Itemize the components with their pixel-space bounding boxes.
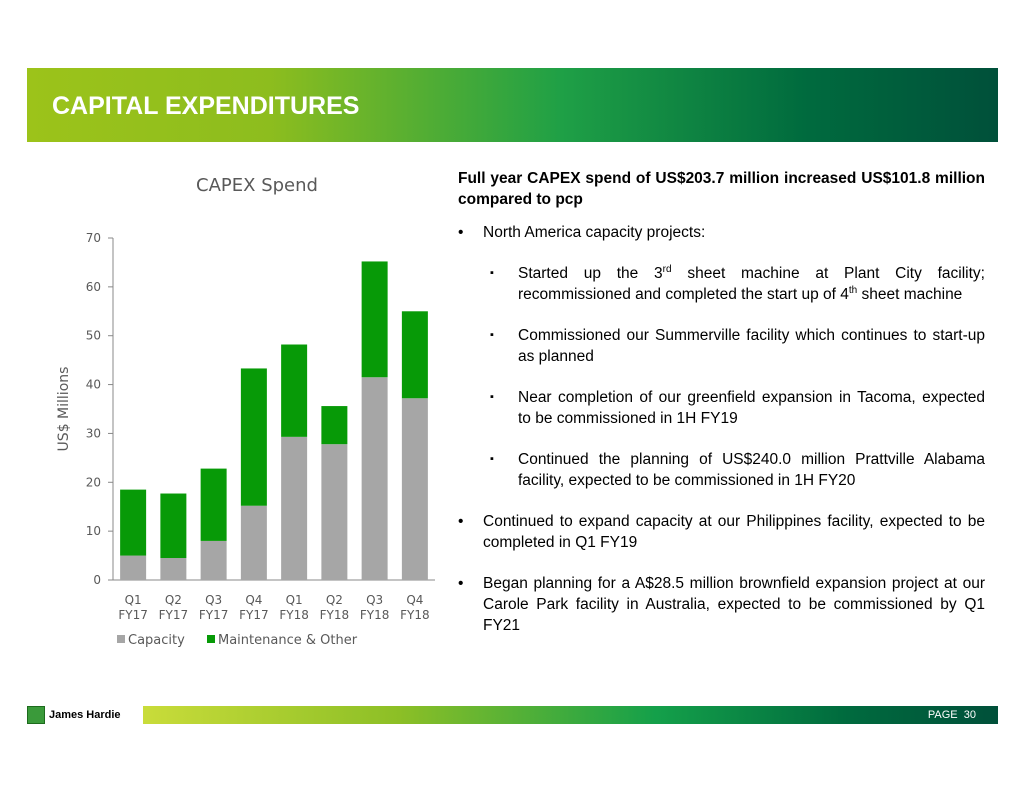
legend-swatch xyxy=(117,635,125,643)
x-tick-label: Q4 FY17 xyxy=(239,593,269,622)
bar-segment xyxy=(401,311,428,399)
legend-label: Capacity xyxy=(128,633,185,648)
bullet: Began planning for a A$28.5 million brow… xyxy=(458,573,985,636)
bullet: North America capacity projects: Started… xyxy=(458,222,985,491)
text: Near completion of our greenfield expans… xyxy=(518,389,985,427)
text: Commissioned our Summerville facility wh… xyxy=(518,327,985,365)
superscript: th xyxy=(848,284,858,296)
bar-segment xyxy=(120,555,147,580)
y-axis-label: US$ Millions xyxy=(56,367,72,452)
x-tick-label: Q2 FY18 xyxy=(319,593,350,622)
bar-segment xyxy=(361,261,388,378)
bar-segment xyxy=(361,377,388,580)
x-tick-label: Q2 FY17 xyxy=(158,593,189,622)
x-tick-label: Q3 FY17 xyxy=(198,593,229,622)
chart-title: CAPEX Spend xyxy=(196,175,318,196)
page-label: PAGE xyxy=(927,709,958,721)
y-tick-label: 50 xyxy=(86,329,101,343)
bar-segment xyxy=(240,505,267,580)
bar-segment xyxy=(160,493,187,559)
y-tick-label: 0 xyxy=(93,573,101,587)
sub-bullet: Near completion of our greenfield expans… xyxy=(458,387,985,429)
slide-title: CAPITAL EXPENDITURES xyxy=(52,92,360,120)
x-tick-label: Q3 FY18 xyxy=(359,593,390,622)
footer-bar xyxy=(143,706,998,724)
bar-segment xyxy=(160,558,187,580)
x-tick-label: Q1 FY18 xyxy=(279,593,309,622)
text: Continued the planning of US$240.0 milli… xyxy=(518,451,985,489)
text: sheet machine xyxy=(857,286,963,303)
sub-bullet: Started up the 3rd sheet machine at Plan… xyxy=(458,263,985,305)
y-tick-label: 30 xyxy=(86,426,101,440)
page-number-text: 30 xyxy=(963,709,976,721)
chart: CAPEX Spend US$ Millions 0 10 20 30 40 50 60 70… xyxy=(56,175,435,648)
text: sheet machine at Plant City facility; re… xyxy=(518,265,985,303)
legend-label: Maintenance & Other xyxy=(218,633,358,648)
x-tick-label: Q1 FY17 xyxy=(118,593,148,622)
y-tick-label: 10 xyxy=(86,524,101,538)
bar-segment xyxy=(321,406,348,445)
text-body: Full year CAPEX spend of US$203.7 millio… xyxy=(458,168,985,656)
logo-icon xyxy=(27,706,45,724)
bar-segment xyxy=(200,468,227,541)
heading: Full year CAPEX spend of US$203.7 millio… xyxy=(458,170,985,208)
x-tick-label: Q4 FY18 xyxy=(400,593,430,622)
bullet-text: North America capacity projects: xyxy=(483,224,706,241)
text: Started up the 3 xyxy=(518,265,663,282)
logo: James Hardie xyxy=(27,706,121,724)
y-tick-label: 70 xyxy=(86,231,101,245)
bullet-text: Continued to expand capacity at our Phil… xyxy=(483,513,985,551)
bullet-text: Began planning for a A$28.5 million brow… xyxy=(483,575,985,634)
logo-text: James Hardie xyxy=(49,709,121,721)
bar-segment xyxy=(321,444,348,580)
legend-swatch xyxy=(207,635,215,643)
bar-segment xyxy=(281,436,308,580)
superscript: rd xyxy=(662,263,672,275)
y-tick-label: 20 xyxy=(86,475,101,489)
page-number: PAGE 30 xyxy=(928,709,976,721)
y-tick-label: 60 xyxy=(86,280,101,294)
y-tick-label: 40 xyxy=(86,378,101,392)
bar-segment xyxy=(281,344,308,437)
sub-bullet: Continued the planning of US$240.0 milli… xyxy=(458,449,985,491)
bullet: Continued to expand capacity at our Phil… xyxy=(458,511,985,553)
bar-segment xyxy=(401,398,428,580)
bar-segment xyxy=(200,540,227,580)
sub-bullet: Commissioned our Summerville facility wh… xyxy=(458,325,985,367)
header-banner xyxy=(27,68,998,142)
bar-segment xyxy=(120,489,147,556)
bar-segment xyxy=(240,368,267,506)
